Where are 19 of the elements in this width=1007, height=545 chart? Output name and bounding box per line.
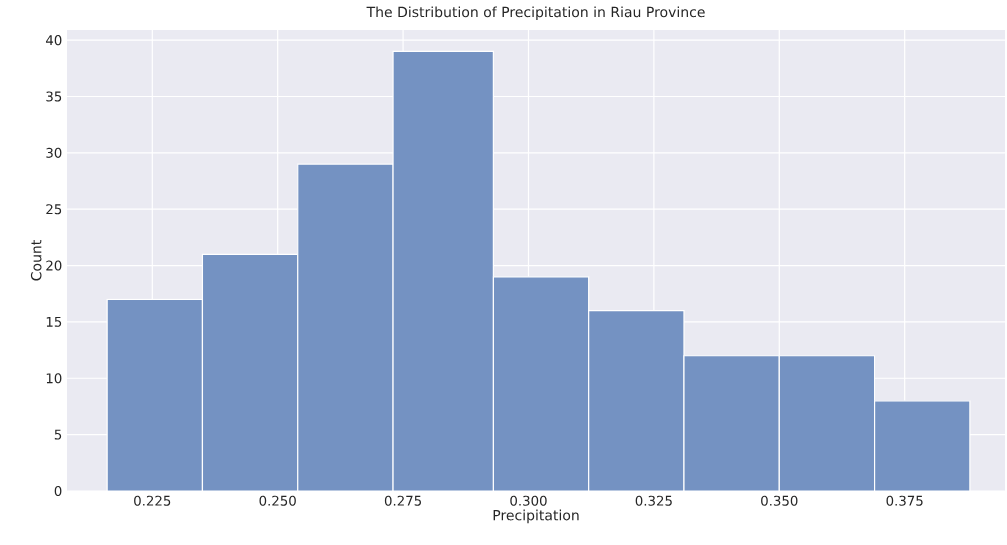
y-tick-label: 5 [54,429,62,440]
y-tick-label: 40 [45,35,62,46]
x-tick-label: 0.250 [259,495,296,506]
x-tick-label: 0.325 [635,495,672,506]
y-tick-label: 25 [46,204,62,215]
x-axis-title: Precipitation [493,509,579,524]
x-tick-label: 0.225 [134,495,171,506]
chart-title: The Distribution of Precipitation in Riau Province [366,6,705,20]
x-tick-label: 0.375 [886,495,923,506]
y-tick-label: 15 [46,316,62,327]
y-tick-label: 0 [54,485,62,497]
y-tick-label: 30 [46,147,62,158]
y-tick-label: 10 [46,373,62,384]
x-tick-label: 0.275 [384,495,421,506]
y-tick-label: 20 [46,260,62,271]
x-tick-label: 0.300 [510,495,547,506]
y-axis-title: Count [30,240,42,281]
x-tick-label: 0.350 [761,495,798,506]
y-tick-label: 35 [46,91,62,102]
